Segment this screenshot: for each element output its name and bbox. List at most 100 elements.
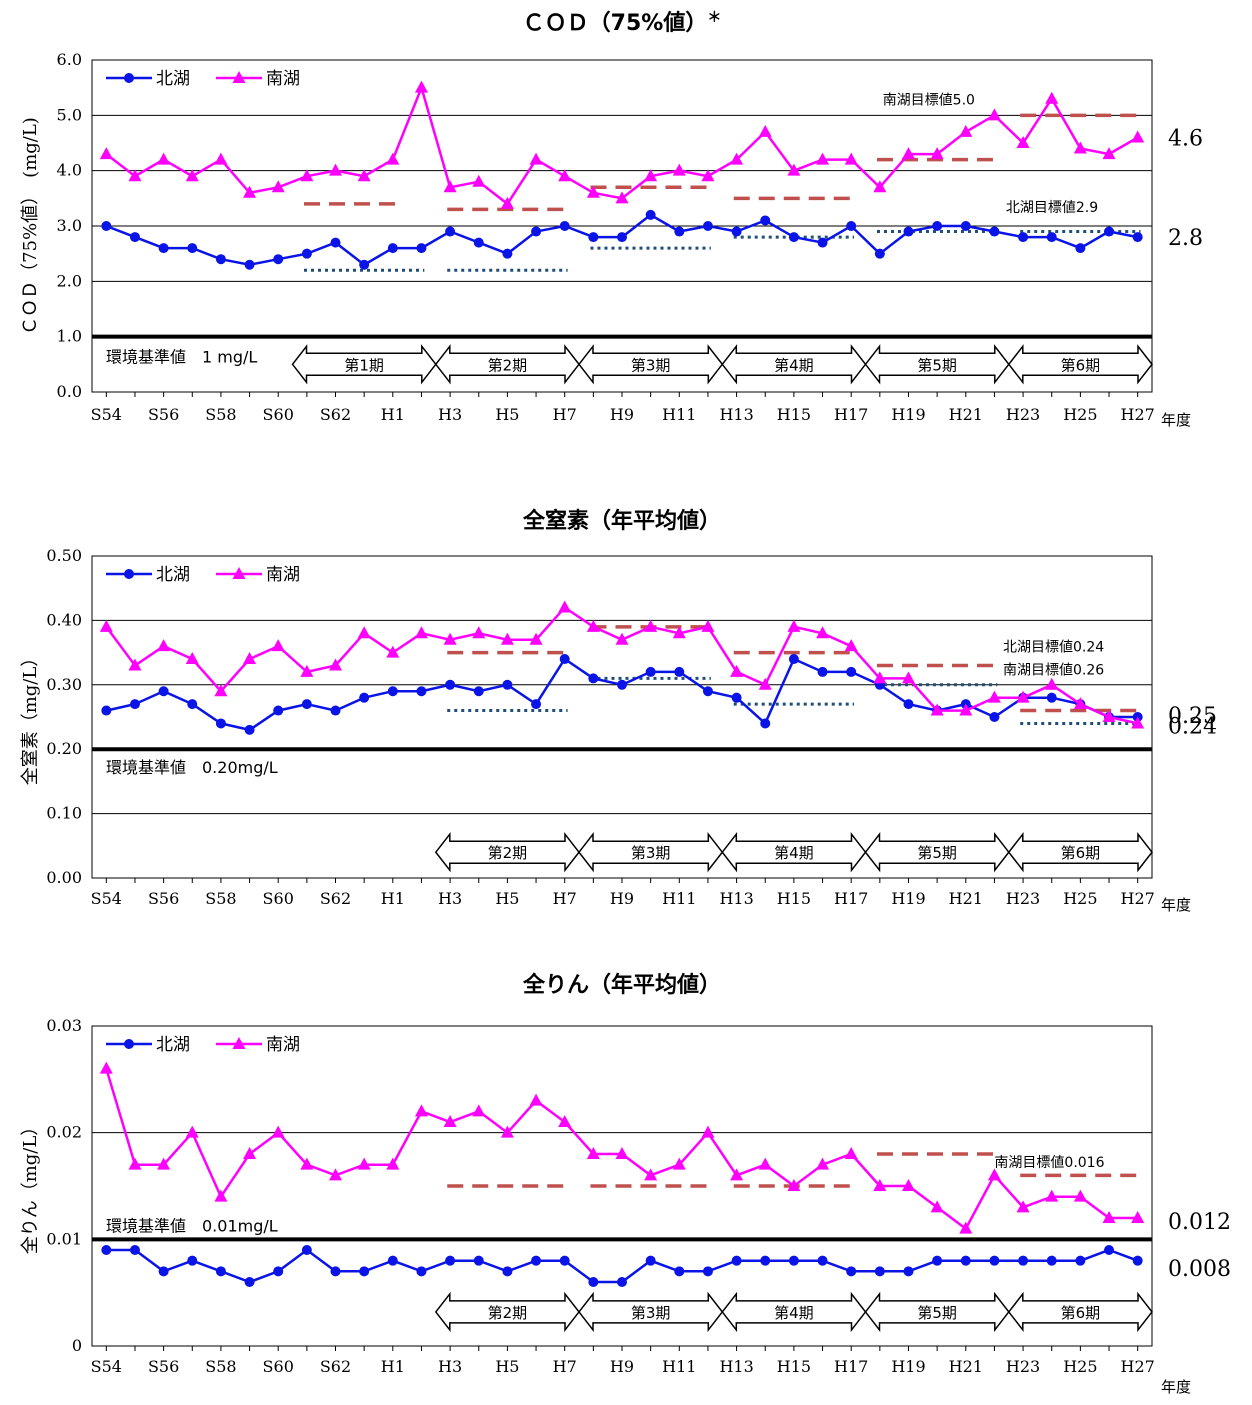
- period-label: 第4期: [774, 356, 814, 374]
- point-south: [701, 169, 715, 182]
- point-south: [185, 169, 199, 182]
- legend-marker-south: [232, 567, 246, 579]
- point-south: [1045, 1189, 1059, 1202]
- point-north: [1075, 243, 1086, 254]
- point-north: [158, 686, 169, 697]
- point-south: [300, 664, 314, 677]
- point-north: [846, 1266, 857, 1277]
- point-north: [129, 1245, 140, 1255]
- period-label: 第2期: [488, 356, 528, 374]
- x-tick-label: S58: [205, 889, 236, 908]
- point-south: [959, 1221, 973, 1234]
- point-south: [787, 1179, 801, 1191]
- point-south: [529, 1093, 543, 1106]
- x-tick-label: H23: [1006, 889, 1040, 908]
- point-north: [788, 654, 799, 665]
- point-north: [903, 226, 914, 237]
- point-south: [844, 1147, 858, 1159]
- point-north: [273, 705, 284, 716]
- point-south: [1131, 1211, 1145, 1223]
- x-tick-label: H25: [1063, 889, 1097, 908]
- latest-value-label: 4.6: [1168, 126, 1203, 151]
- x-tick-label: H1: [381, 1357, 405, 1376]
- point-south: [844, 639, 858, 652]
- target-annotation: 南湖目標値0.26: [1003, 662, 1104, 678]
- target-annotation: 北湖目標値0.24: [1003, 639, 1104, 655]
- point-south: [128, 169, 142, 182]
- point-south: [1016, 1200, 1030, 1213]
- latest-value-label: 0.24: [1168, 714, 1217, 739]
- point-south: [99, 1061, 113, 1074]
- point-south: [243, 1147, 257, 1159]
- x-tick-label: H13: [719, 405, 753, 424]
- latest-value-label: 0.012: [1168, 1210, 1231, 1235]
- standard-label: 環境基準値 0.20mg/L: [106, 758, 278, 777]
- point-south: [157, 152, 171, 165]
- period-label: 第2期: [488, 1304, 528, 1322]
- point-south: [329, 658, 343, 671]
- point-south: [644, 169, 658, 182]
- point-south: [558, 1115, 572, 1127]
- point-south: [873, 180, 887, 193]
- point-north: [1018, 232, 1029, 243]
- x-tick-label: H17: [834, 889, 868, 908]
- point-south: [99, 147, 113, 160]
- chart-title: 全りん（年平均値）: [522, 972, 721, 998]
- y-tick-label: 0.00: [46, 868, 82, 887]
- point-south: [1131, 716, 1145, 729]
- legend-label-south: 南湖: [266, 69, 300, 89]
- legend-marker-north: [124, 73, 134, 83]
- point-north: [702, 1266, 713, 1277]
- x-tick-label: S54: [91, 889, 122, 908]
- point-north: [273, 1266, 284, 1277]
- x-axis-unit: 年度: [1161, 896, 1191, 914]
- point-south: [987, 690, 1001, 703]
- y-axis-title: 全窒素（mg/L）: [20, 649, 41, 786]
- y-axis-title: ＣＯＤ（75%値） (mg/L): [20, 117, 41, 335]
- point-south: [271, 639, 285, 652]
- legend-label-south: 南湖: [266, 1035, 300, 1055]
- point-north: [846, 221, 857, 231]
- point-north: [559, 221, 570, 231]
- point-south: [586, 185, 600, 198]
- point-north: [617, 1277, 627, 1287]
- point-south: [185, 1125, 199, 1138]
- period-label: 第3期: [631, 844, 671, 862]
- x-tick-label: S56: [148, 889, 179, 908]
- point-south: [558, 169, 572, 182]
- point-south: [586, 1147, 600, 1159]
- point-north: [187, 699, 198, 710]
- period-label: 第5期: [917, 844, 957, 862]
- point-south: [730, 152, 744, 165]
- x-tick-label: H3: [438, 889, 462, 908]
- point-north: [473, 1255, 484, 1266]
- point-north: [817, 1255, 828, 1266]
- point-north: [989, 226, 1000, 237]
- point-south: [386, 1157, 400, 1170]
- x-tick-label: H27: [1121, 405, 1155, 424]
- x-tick-label: H13: [719, 889, 753, 908]
- point-south: [214, 1189, 228, 1202]
- point-north: [531, 699, 542, 710]
- x-tick-label: H27: [1121, 889, 1155, 908]
- point-south: [414, 80, 428, 93]
- chart-1: ＣＯＤ（75%値）＊ 0.0 1.0 2.0 3.0 4.0 5.0 6.0 S54 S56 S58…: [20, 10, 1203, 429]
- x-tick-label: H7: [553, 889, 577, 908]
- point-north: [359, 259, 370, 270]
- point-north: [760, 215, 771, 226]
- x-tick-label: S60: [263, 1357, 294, 1376]
- point-south: [99, 619, 113, 632]
- point-north: [158, 1266, 169, 1277]
- point-north: [387, 243, 398, 254]
- x-tick-label: H17: [834, 405, 868, 424]
- point-south: [1131, 130, 1145, 143]
- y-tick-label: 0.03: [46, 1016, 82, 1035]
- y-tick-label: 0.20: [46, 739, 82, 758]
- point-south: [300, 169, 314, 182]
- point-south: [558, 600, 572, 613]
- point-south: [672, 1157, 686, 1170]
- point-north: [702, 686, 713, 697]
- point-south: [443, 180, 457, 193]
- point-south: [243, 185, 257, 198]
- point-south: [271, 1125, 285, 1138]
